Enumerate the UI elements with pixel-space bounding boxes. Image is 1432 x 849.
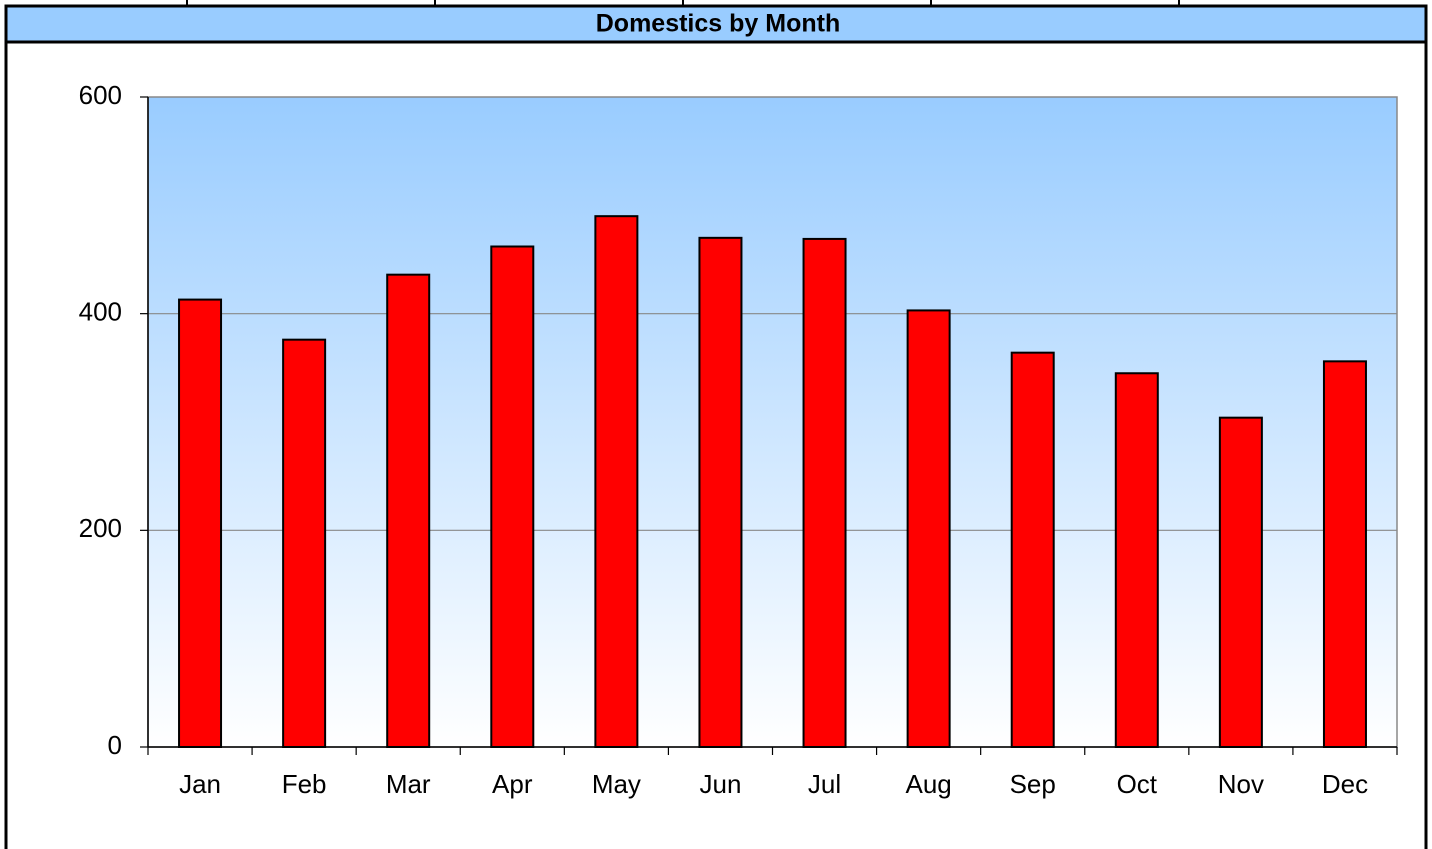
bar	[1218, 416, 1263, 748]
x-tick-label: Jan	[179, 769, 221, 799]
bar	[594, 215, 639, 748]
bar	[178, 298, 223, 748]
x-tick-label: May	[592, 769, 641, 799]
plot-area	[147, 96, 1398, 748]
chart-title: Domestics by Month	[596, 10, 840, 38]
bar	[698, 236, 743, 748]
bar	[1322, 360, 1367, 748]
bar	[282, 338, 327, 748]
x-tick-label: Aug	[905, 769, 951, 799]
x-tick-label: Jun	[699, 769, 741, 799]
x-tick-label: Apr	[492, 769, 533, 799]
bar	[1114, 372, 1159, 748]
y-tick-label: 0	[108, 730, 122, 760]
x-tick-label: Mar	[386, 769, 431, 799]
x-tick-label: Dec	[1322, 769, 1368, 799]
x-tick-label: Sep	[1010, 769, 1056, 799]
frame	[4, 0, 1428, 849]
y-tick-label: 600	[79, 80, 122, 110]
x-tick-label: Oct	[1117, 769, 1158, 799]
bar	[1010, 351, 1055, 748]
bar	[802, 237, 847, 749]
x-tick-label: Feb	[282, 769, 327, 799]
bar	[386, 273, 431, 748]
x-tick-label: Nov	[1218, 769, 1264, 799]
y-tick-label: 200	[79, 513, 122, 543]
x-tick-label: Jul	[808, 769, 841, 799]
y-tick-label: 400	[79, 297, 122, 327]
bar	[906, 309, 951, 748]
bar	[490, 245, 535, 748]
